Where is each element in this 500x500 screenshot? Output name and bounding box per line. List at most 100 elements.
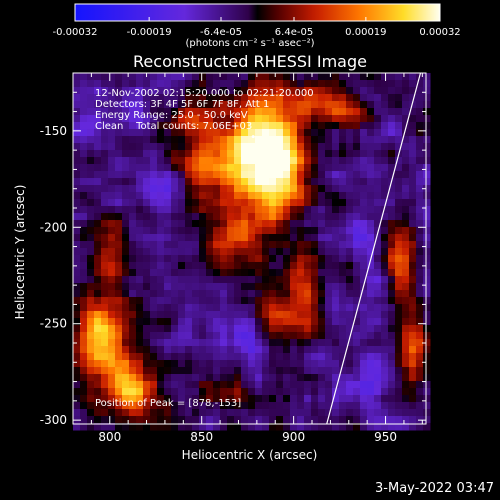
heatmap-cell xyxy=(409,136,417,144)
heatmap-cell xyxy=(199,311,207,319)
heatmap-cell xyxy=(297,143,305,151)
heatmap-cell xyxy=(325,255,333,263)
heatmap-cell xyxy=(220,297,228,305)
heatmap-cell xyxy=(304,220,312,228)
heatmap-cell xyxy=(416,276,424,284)
heatmap-cell xyxy=(241,381,249,389)
heatmap-cell xyxy=(122,199,130,207)
heatmap-cell xyxy=(374,332,382,340)
heatmap-cell xyxy=(409,143,417,151)
heatmap-cell xyxy=(164,402,172,410)
heatmap-cell xyxy=(325,290,333,298)
heatmap-cell xyxy=(94,185,102,193)
heatmap-cell xyxy=(234,80,242,88)
heatmap-cell xyxy=(297,388,305,396)
heatmap-cell xyxy=(381,185,389,193)
heatmap-cell xyxy=(87,150,95,158)
heatmap-cell xyxy=(276,283,284,291)
heatmap-cell xyxy=(416,241,424,249)
heatmap-cell xyxy=(234,206,242,214)
heatmap-cell xyxy=(325,220,333,228)
heatmap-cell xyxy=(395,346,403,354)
heatmap-cell xyxy=(150,73,158,81)
heatmap-cell xyxy=(311,290,319,298)
heatmap-cell xyxy=(164,199,172,207)
heatmap-cell xyxy=(304,416,312,424)
heatmap-cell xyxy=(318,255,326,263)
heatmap-cell xyxy=(227,192,235,200)
heatmap-cell xyxy=(269,339,277,347)
heatmap-cell xyxy=(122,283,130,291)
heatmap-cell xyxy=(255,164,263,172)
heatmap-cell xyxy=(304,143,312,151)
heatmap-cell xyxy=(283,374,291,382)
heatmap-cell xyxy=(108,73,116,81)
heatmap-cell xyxy=(136,276,144,284)
heatmap-cell xyxy=(332,276,340,284)
heatmap-cell xyxy=(164,388,172,396)
heatmap-cell xyxy=(318,276,326,284)
heatmap-cell xyxy=(213,136,221,144)
heatmap-cell xyxy=(94,346,102,354)
heatmap-cell xyxy=(192,395,200,403)
heatmap-cell xyxy=(178,409,186,417)
heatmap-cell xyxy=(255,213,263,221)
heatmap-cell xyxy=(381,367,389,375)
heatmap-cell xyxy=(199,276,207,284)
heatmap-cell xyxy=(290,367,298,375)
heatmap-cell xyxy=(367,143,375,151)
heatmap-cell xyxy=(94,213,102,221)
heatmap-cell xyxy=(283,234,291,242)
heatmap-cell xyxy=(409,276,417,284)
heatmap-cell xyxy=(122,402,130,410)
heatmap-cell xyxy=(255,220,263,228)
heatmap-cell xyxy=(94,129,102,137)
heatmap-cell xyxy=(262,346,270,354)
heatmap-cell xyxy=(101,143,109,151)
heatmap-cell xyxy=(108,101,116,109)
heatmap-cell xyxy=(381,332,389,340)
heatmap-cell xyxy=(150,374,158,382)
heatmap-cell xyxy=(213,87,221,95)
heatmap-cell xyxy=(262,416,270,424)
heatmap-cell xyxy=(423,276,431,284)
heatmap-cell xyxy=(129,360,137,368)
heatmap-cell xyxy=(276,276,284,284)
heatmap-cell xyxy=(192,360,200,368)
heatmap-cell xyxy=(290,178,298,186)
heatmap-cell xyxy=(157,416,165,424)
heatmap-cell xyxy=(374,192,382,200)
heatmap-cell xyxy=(122,262,130,270)
heatmap-cell xyxy=(101,423,109,431)
heatmap-cell xyxy=(297,108,305,116)
heatmap-cell xyxy=(73,290,81,298)
heatmap-cell xyxy=(423,374,431,382)
heatmap-cell xyxy=(241,367,249,375)
heatmap-cell xyxy=(269,227,277,235)
heatmap-cell xyxy=(325,199,333,207)
heatmap-cell xyxy=(129,276,137,284)
heatmap-cell xyxy=(248,276,256,284)
heatmap-cell xyxy=(290,339,298,347)
heatmap-cell xyxy=(150,346,158,354)
heatmap-cell xyxy=(94,360,102,368)
heatmap-cell xyxy=(325,269,333,277)
heatmap-cell xyxy=(136,220,144,228)
heatmap-cell xyxy=(192,192,200,200)
heatmap-cell xyxy=(360,304,368,312)
heatmap-cell xyxy=(206,115,214,123)
heatmap-cell xyxy=(318,325,326,333)
heatmap-cell xyxy=(80,94,88,102)
heatmap-cell xyxy=(332,262,340,270)
heatmap-cell xyxy=(94,192,102,200)
heatmap-cell xyxy=(290,290,298,298)
heatmap-cell xyxy=(213,94,221,102)
heatmap-cell xyxy=(269,108,277,116)
heatmap-cell xyxy=(255,325,263,333)
heatmap-cell xyxy=(164,311,172,319)
heatmap-cell xyxy=(262,353,270,361)
heatmap-cell xyxy=(171,241,179,249)
heatmap-cell xyxy=(395,255,403,263)
heatmap-cell xyxy=(136,94,144,102)
heatmap-cell xyxy=(213,150,221,158)
